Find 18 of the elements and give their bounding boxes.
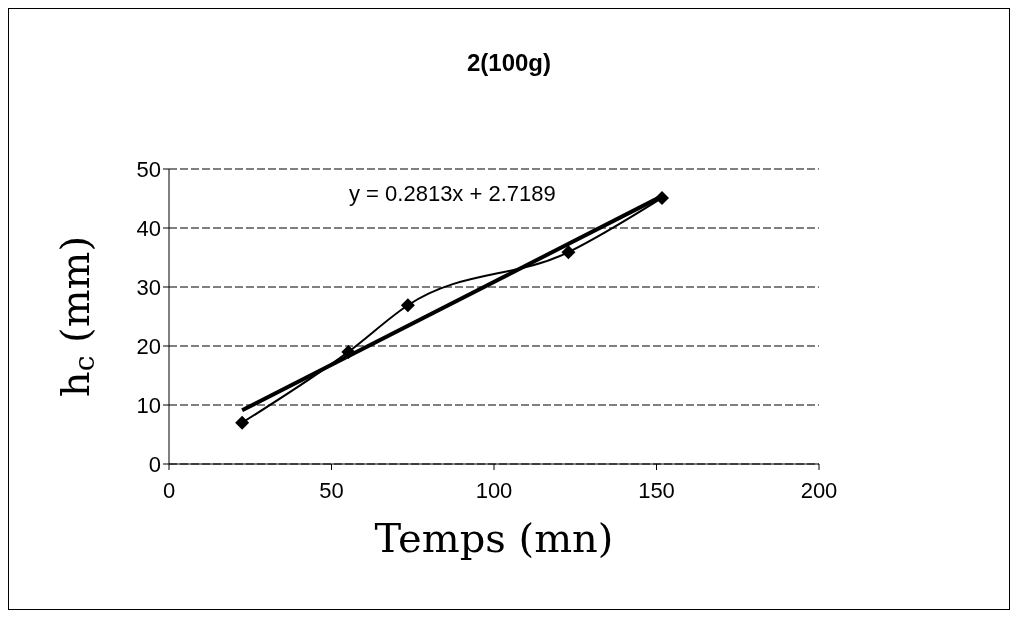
x-tick-label: 100 (475, 477, 513, 503)
x-tick-label: 150 (638, 477, 675, 503)
point (561, 245, 576, 260)
point (235, 415, 250, 430)
x-axis-title: Temps (mn) (374, 515, 614, 562)
y-tick-label: 40 (136, 215, 161, 241)
y-tick-label: 10 (136, 392, 161, 418)
point (400, 298, 415, 313)
y-tick-label: 50 (136, 156, 161, 182)
chart-title: 2(100g) (465, 49, 552, 77)
annotation: y = 0.2813x + 2.7189 (349, 181, 556, 207)
y-tick-label: 30 (136, 274, 161, 300)
x-tick-label: 50 (319, 477, 344, 503)
y-tick-label: 0 (148, 451, 161, 477)
y-tick-label: 20 (136, 333, 161, 359)
point (341, 344, 356, 359)
x-tick-label: 200 (800, 477, 838, 503)
point (655, 190, 670, 205)
